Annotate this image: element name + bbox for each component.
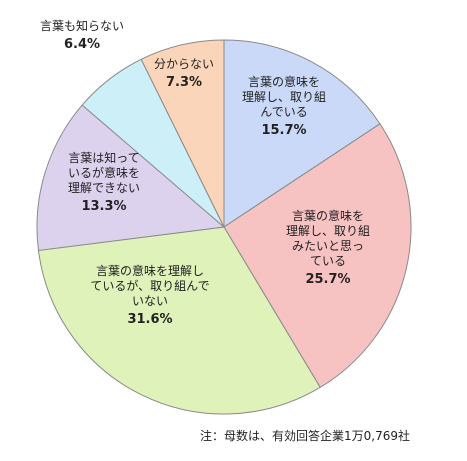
slice-value-4: 13.3% [81,199,126,214]
slice-label-1-line-1: 言葉の意味を [248,74,320,89]
slice-label-group-6: 分からない 7.3% [154,57,214,90]
pie-slice-1 [223,39,381,228]
pie-slice-3 [37,226,321,415]
slice-value-1: 15.7% [261,123,306,138]
slice-label-3-line-2: ているが、取り組んで [90,278,209,293]
slice-label-group-5: 言葉も知らない 6.4% [40,19,124,52]
slices-layer [36,39,412,415]
slice-label-4-line-3: 理解できない [68,181,140,195]
slice-value-5: 6.4% [64,37,100,52]
slice-label-1-line-2: 理解し、取り組 [242,90,326,104]
pie-slice-6 [140,39,225,228]
slice-label-6-line-1: 分からない [154,57,214,71]
slice-label-2-line-1: 言葉の意味を [292,208,364,223]
slice-label-2-line-2: 理解し、取り組 [286,224,370,238]
slice-label-4-line-1: 言葉は知って [68,151,139,165]
slice-label-5-line-1: 言葉も知らない [40,19,124,33]
slice-label-2-line-3: みたいと思っ [292,239,364,253]
slice-label-3-line-3: いない [132,294,168,308]
pie-slice-4 [36,104,226,251]
slice-value-6: 7.3% [166,75,202,90]
footnote: 注：母数は、有効回答企業1万0,769社 [200,429,410,443]
slice-value-3: 31.6% [127,312,172,327]
slice-label-1-line-3: んでいる [260,105,307,119]
slice-label-2-line-4: ている [310,254,346,268]
labels-layer: 言葉の意味を理解し、取り組んでいる15.7%言葉の意味を理解し、取り組みたいと思… [40,19,370,327]
slice-value-2: 25.7% [305,272,350,287]
pie-slice-2 [223,123,412,389]
slice-label-4-line-2: いるが意味を [68,165,140,180]
slice-label-3-line-1: 言葉の意味を理解し [96,263,204,278]
